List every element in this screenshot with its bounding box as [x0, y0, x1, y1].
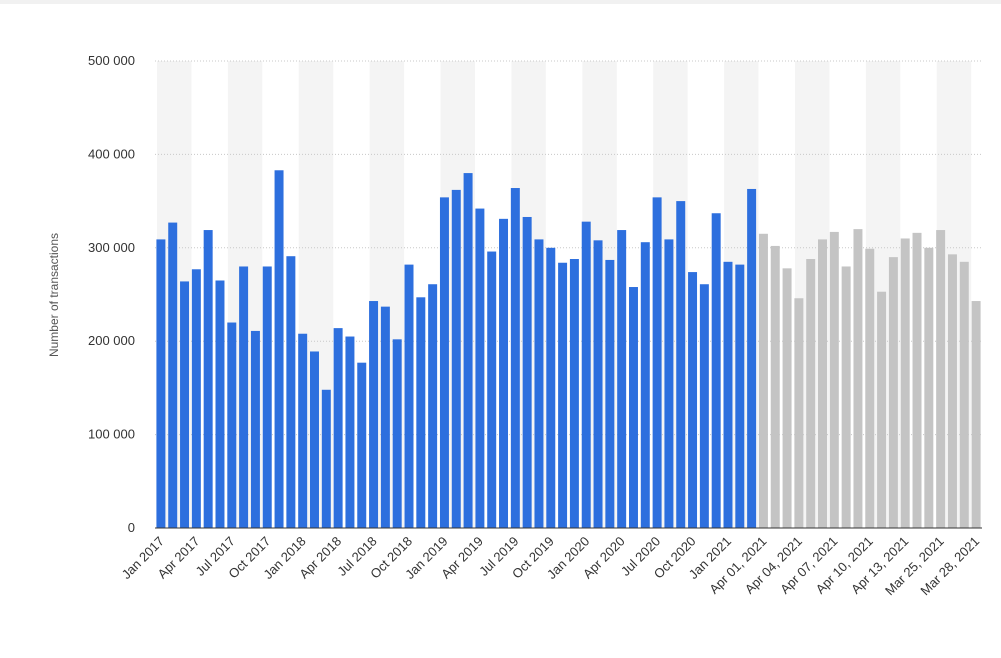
bar: [652, 197, 662, 528]
bar: [499, 218, 509, 528]
bar: [818, 239, 827, 529]
bar: [168, 222, 178, 528]
bar: [900, 238, 910, 528]
bar: [971, 301, 981, 528]
bar: [782, 268, 792, 528]
bar: [841, 266, 851, 528]
bar: [392, 339, 402, 528]
bar: [227, 322, 237, 528]
bar: [522, 216, 532, 528]
bar: [735, 264, 745, 528]
bar: [947, 254, 957, 528]
bar: [829, 231, 839, 528]
bar: [569, 259, 579, 528]
bar: [546, 247, 556, 529]
bar: [345, 336, 355, 528]
bar: [333, 328, 343, 528]
bar: [357, 362, 367, 528]
y-tick-label: 200 000: [88, 333, 135, 348]
bar: [794, 298, 804, 528]
bar: [605, 259, 615, 528]
bar: [676, 201, 686, 528]
bar: [865, 248, 875, 528]
bar: [747, 188, 757, 528]
bar: [451, 189, 461, 528]
bar: [274, 170, 284, 528]
bar: [770, 245, 780, 528]
bar: [203, 230, 213, 528]
bar: [534, 239, 544, 529]
y-tick-label: 500 000: [88, 53, 135, 68]
bar: [936, 230, 946, 528]
bar: [428, 284, 438, 528]
bar: [959, 261, 969, 528]
bar: [416, 297, 426, 528]
bar: [439, 197, 449, 528]
bar: [806, 259, 816, 528]
bar: [558, 262, 568, 528]
bar: [475, 208, 485, 528]
bar: [688, 272, 698, 528]
bar: [711, 213, 721, 528]
y-tick-label: 300 000: [88, 240, 135, 255]
bar: [310, 351, 319, 528]
bar: [510, 188, 520, 529]
bar: [262, 266, 272, 528]
bar: [617, 230, 627, 528]
bar: [156, 239, 166, 529]
bar: [369, 301, 379, 528]
bar: [593, 240, 603, 528]
bar: [758, 233, 768, 529]
bar: [853, 229, 863, 528]
bar: [298, 333, 308, 528]
y-axis-title: Number of transactions: [47, 233, 61, 357]
bar: [380, 306, 390, 528]
bar: [286, 256, 296, 528]
bar: [191, 269, 201, 528]
bar: [581, 221, 591, 528]
bar: [487, 251, 497, 528]
bar: [640, 242, 650, 529]
bar: [699, 284, 709, 528]
y-tick-label: 400 000: [88, 146, 135, 161]
bar: [250, 330, 260, 528]
bar: [924, 247, 934, 529]
bar: [723, 261, 733, 528]
bar: [404, 264, 414, 528]
bar: [628, 287, 638, 528]
top-strip: [0, 0, 1001, 4]
bar: [215, 280, 225, 528]
bar: [463, 173, 473, 528]
bar: [239, 266, 249, 528]
y-tick-label: 100 000: [88, 427, 135, 442]
bar: [888, 257, 898, 528]
bar: [877, 291, 887, 528]
bar: [180, 281, 190, 528]
y-tick-label: 0: [128, 520, 135, 535]
bar: [321, 389, 331, 528]
bar: [664, 239, 674, 529]
bar: [912, 232, 922, 528]
